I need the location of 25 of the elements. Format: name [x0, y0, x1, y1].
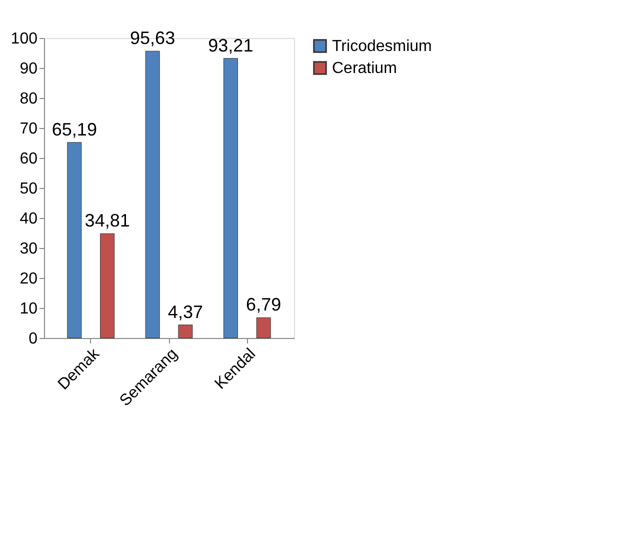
data-label: 4,37: [168, 302, 203, 322]
data-label: 34,81: [84, 210, 130, 231]
y-tick-label: 80: [20, 90, 38, 108]
y-tick-label: 30: [20, 240, 38, 258]
data-label: 95,63: [130, 28, 176, 48]
bar: [178, 324, 193, 338]
bar: [67, 142, 82, 338]
legend-label: Tricodesmium: [332, 38, 432, 55]
y-tick-label: 40: [20, 210, 38, 228]
data-label: 93,21: [208, 35, 254, 56]
legend-label: Ceratium: [332, 60, 397, 77]
y-tick-label: 50: [20, 180, 38, 198]
bar: [100, 233, 115, 338]
bar: [256, 317, 271, 338]
data-label: 6,79: [246, 294, 282, 315]
y-tick-label: 20: [20, 270, 38, 288]
y-tick-label: 90: [20, 60, 38, 78]
y-tick-label: 70: [20, 120, 38, 138]
bar: [145, 50, 160, 338]
y-tick-label: 100: [10, 30, 38, 48]
y-tick-label: 60: [20, 150, 38, 168]
y-tick-label: 0: [28, 330, 38, 348]
data-label: 65,19: [52, 119, 97, 140]
bar: [223, 58, 238, 338]
y-tick-label: 10: [20, 300, 38, 318]
